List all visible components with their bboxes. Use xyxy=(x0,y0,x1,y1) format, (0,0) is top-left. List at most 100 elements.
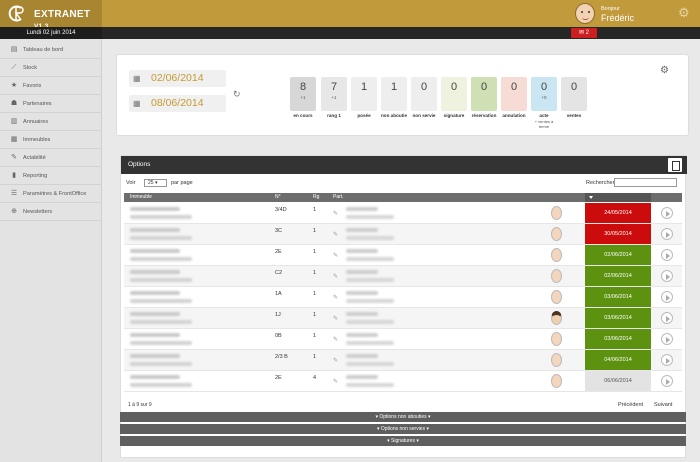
section-signatures[interactable]: ▾ Signatures ▾ xyxy=(120,436,686,446)
stat-box-annulation[interactable]: 0 xyxy=(501,77,527,111)
pencil-icon[interactable]: ✎ xyxy=(333,274,339,280)
avatar xyxy=(551,374,562,388)
search-input[interactable] xyxy=(614,178,677,187)
sidebar-item-immeubles[interactable]: ▦ Immeubles xyxy=(0,131,102,149)
blurred-text xyxy=(130,320,192,324)
play-icon[interactable] xyxy=(661,291,673,303)
play-icon[interactable] xyxy=(661,228,673,240)
stat-box-signature[interactable]: 0 xyxy=(441,77,467,111)
sidebar-item-actabilite[interactable]: ✎ Actabilité xyxy=(0,149,102,167)
play-icon[interactable] xyxy=(661,270,673,282)
blurred-text xyxy=(130,207,180,211)
options-panel-header: Options xyxy=(121,156,687,174)
blurred-text xyxy=(346,207,378,211)
stat-box-ventes[interactable]: 0 xyxy=(561,77,587,111)
stat-box-non-aboutie[interactable]: 1 xyxy=(381,77,407,111)
stat-label: acte xyxy=(539,113,549,118)
calendar-icon: ▦ xyxy=(133,74,141,83)
column-header-num[interactable]: N° xyxy=(275,194,281,200)
book-icon: ▥ xyxy=(10,118,18,125)
mail-icon: ✉ xyxy=(578,30,584,36)
blurred-text xyxy=(346,375,378,379)
pencil-icon[interactable]: ✎ xyxy=(333,379,339,385)
blurred-text xyxy=(130,278,192,282)
refresh-icon[interactable]: ↻ xyxy=(233,89,241,99)
avatar xyxy=(551,332,562,346)
sidebar-item-dashboard[interactable]: ▤ Tableau de bord xyxy=(0,41,102,59)
options-panel-title: Options xyxy=(128,161,151,168)
pencil-icon[interactable]: ✎ xyxy=(333,232,339,238)
blurred-text xyxy=(130,215,192,219)
sidebar-item-partenaires[interactable]: ☗ Partenaires xyxy=(0,95,102,113)
document-icon[interactable] xyxy=(668,158,682,172)
calendar-icon: ▦ xyxy=(133,99,141,108)
table-row[interactable]: C2 1 ✎ 02/06/2014 xyxy=(124,266,682,287)
blurred-text xyxy=(346,354,378,358)
section-options-non-servies[interactable]: ▾ Options non servies ▾ xyxy=(120,424,686,434)
star-icon: ★ xyxy=(10,82,18,89)
pencil-icon[interactable]: ✎ xyxy=(333,358,339,364)
date-from-field[interactable]: ▦ 02/06/2014 xyxy=(129,70,226,87)
section-options-non-abouties[interactable]: ▾ Options non abouties ▾ xyxy=(120,412,686,422)
table-row[interactable]: 3/4D 1 ✎ 24/05/2014 xyxy=(124,203,682,224)
play-icon[interactable] xyxy=(661,375,673,387)
sidebar-item-newsletters[interactable]: ⊕ Newsletters xyxy=(0,203,102,221)
table-row[interactable]: 2E 4 ✎ 06/06/2014 xyxy=(124,371,682,392)
blurred-text xyxy=(346,320,394,324)
sidebar-item-stock[interactable]: ⟋ Stock xyxy=(0,59,102,77)
avatar xyxy=(551,206,562,220)
stat-box-posee[interactable]: 1 xyxy=(351,77,377,111)
play-icon[interactable] xyxy=(661,312,673,324)
settings-gear-icon[interactable]: ⚙ xyxy=(660,65,669,76)
main-content: ▦ 02/06/2014 ▦ 08/06/2014 ↻ 8 +1 7 +1 1 1 0 … xyxy=(102,39,700,462)
play-icon[interactable] xyxy=(661,354,673,366)
play-icon[interactable] xyxy=(661,207,673,219)
sort-date-column[interactable] xyxy=(585,193,651,202)
date-to-field[interactable]: ▦ 08/06/2014 xyxy=(129,95,226,112)
stat-label: signature xyxy=(443,113,465,118)
current-date: Lundi 02 juin 2014 xyxy=(0,27,102,39)
globe-icon: ⊕ xyxy=(11,208,17,215)
page-length-select[interactable]: 25 ▾ xyxy=(144,179,167,187)
stats-card: ▦ 02/06/2014 ▦ 08/06/2014 ↻ 8 +1 7 +1 1 1 0 … xyxy=(116,54,689,136)
stat-box-reservation[interactable]: 0 xyxy=(471,77,497,111)
blurred-text xyxy=(346,278,394,282)
blurred-text xyxy=(130,236,192,240)
pencil-icon[interactable]: ✎ xyxy=(333,211,339,217)
user-menu[interactable]: Bonjour Frédéric xyxy=(575,2,685,26)
blurred-text xyxy=(346,215,394,219)
table-row[interactable]: 3C 1 ✎ 30/05/2014 xyxy=(124,224,682,245)
sidebar-item-annuaires[interactable]: ▥ Annuaires xyxy=(0,113,102,131)
mail-badge[interactable]: ✉ 2 xyxy=(571,28,597,38)
pencil-icon[interactable]: ✎ xyxy=(333,337,339,343)
settings-gear-icon[interactable]: ⚙ xyxy=(678,5,690,20)
table-row[interactable]: 2/3 B 1 ✎ 04/06/2014 xyxy=(124,350,682,371)
play-icon[interactable] xyxy=(661,333,673,345)
sidebar-item-parametres[interactable]: ☰ Paramètres & FrontOffice xyxy=(0,185,102,203)
table-row[interactable]: 1A 1 ✎ 03/06/2014 xyxy=(124,287,682,308)
blurred-text xyxy=(130,354,180,358)
table-row[interactable]: 2E 1 ✎ 02/06/2014 xyxy=(124,245,682,266)
pencil-icon[interactable]: ✎ xyxy=(333,295,339,301)
pencil-icon[interactable]: ✎ xyxy=(333,316,339,322)
pencil-icon[interactable]: ✎ xyxy=(333,253,339,259)
brand-logo[interactable]: EXTRANET V1.3 xyxy=(0,0,102,30)
sidebar-item-reporting[interactable]: ▮ Reporting xyxy=(0,167,102,185)
column-header-rg[interactable]: Rg xyxy=(313,194,320,200)
column-header-immeuble[interactable]: Immeuble xyxy=(130,194,152,200)
stat-box-rang-1[interactable]: 7 +1 xyxy=(321,77,347,111)
pagination-next[interactable]: Suivant xyxy=(654,402,673,408)
blurred-text xyxy=(346,270,378,274)
stat-box-non-servie[interactable]: 0 xyxy=(411,77,437,111)
sidebar-item-favoris[interactable]: ★ Favoris xyxy=(0,77,102,95)
pencil-icon: ✎ xyxy=(11,154,17,161)
play-icon[interactable] xyxy=(661,249,673,261)
stat-box-en-cours[interactable]: 8 +1 xyxy=(290,77,316,111)
table-row[interactable]: 0B 1 ✎ 03/06/2014 xyxy=(124,329,682,350)
pagination-previous[interactable]: Précédent xyxy=(618,402,644,408)
table-row[interactable]: 1J 1 ✎ 03/06/2014 xyxy=(124,308,682,329)
stat-extra-label: + ventes à xyxy=(534,119,554,124)
chart-icon: ⟋ xyxy=(11,64,17,71)
stat-box-acte[interactable]: 0 +0 xyxy=(531,77,557,111)
column-header-part[interactable]: Part. xyxy=(333,194,344,200)
